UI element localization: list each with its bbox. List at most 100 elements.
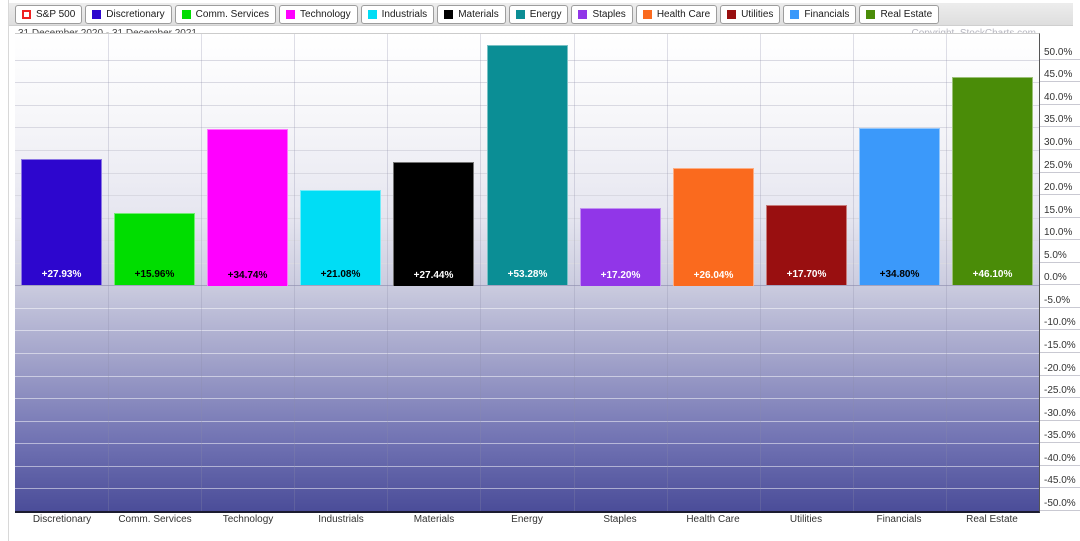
y-tick-label: 5.0% <box>1040 249 1080 263</box>
legend-item-technology[interactable]: Technology <box>279 4 358 24</box>
bar-financials[interactable]: +34.80% <box>859 128 940 285</box>
y-tick-label: 20.0% <box>1040 181 1080 195</box>
bar-technology[interactable]: +34.74% <box>207 129 288 286</box>
bar-utilities[interactable]: +17.70% <box>766 205 847 285</box>
x-tick-label-materials: Materials <box>413 514 455 525</box>
x-axis: Discretionary Comm. Services Technology Ind… <box>15 514 1039 528</box>
legend-item-label: Discretionary <box>106 8 165 20</box>
legend-item-materials[interactable]: Materials <box>437 4 506 24</box>
legend-bar: S&P 500 Discretionary Comm. Services Techno… <box>9 3 1073 26</box>
x-tick-label-staples: Staples <box>603 514 637 525</box>
sector-separator <box>574 34 575 511</box>
legend-item-label: Energy <box>529 8 562 20</box>
bar-value-label: +21.08% <box>320 269 361 280</box>
bar-value-label: +34.80% <box>879 269 920 280</box>
sector-separator <box>946 34 947 511</box>
discretionary-swatch-icon <box>92 9 102 19</box>
bar-energy[interactable]: +53.28% <box>487 45 568 285</box>
gridline <box>15 443 1039 444</box>
bar-discretionary[interactable]: +27.93% <box>21 159 102 285</box>
health-care-swatch-icon <box>642 9 652 19</box>
gridline <box>15 330 1039 331</box>
bar-staples[interactable]: +17.20% <box>580 208 661 286</box>
bar-health-care[interactable]: +26.04% <box>673 168 754 286</box>
y-tick-label: 15.0% <box>1040 204 1080 218</box>
gridline <box>15 376 1039 377</box>
legend-item-label: Financials <box>804 8 850 20</box>
legend-item-label: Utilities <box>741 8 774 20</box>
sector-separator <box>108 34 109 511</box>
legend-item-label: S&P 500 <box>36 8 76 20</box>
sector-separator <box>667 34 668 511</box>
y-tick-label: 30.0% <box>1040 136 1080 150</box>
y-tick-label: -10.0% <box>1040 316 1080 330</box>
y-tick-label: 25.0% <box>1040 159 1080 173</box>
bar-value-label: +27.44% <box>413 270 454 281</box>
legend-item-discretionary[interactable]: Discretionary <box>85 4 172 24</box>
energy-swatch-icon <box>515 9 525 19</box>
x-tick-label-technology: Technology <box>222 514 274 525</box>
x-tick-label-discretionary: Discretionary <box>32 514 92 525</box>
legend-item-energy[interactable]: Energy <box>508 4 569 24</box>
y-tick-label: 40.0% <box>1040 91 1080 105</box>
legend-item-label: Real Estate <box>880 8 933 20</box>
s-p-500-swatch-icon <box>22 9 31 19</box>
bar-value-label: +34.74% <box>227 270 268 281</box>
industrials-swatch-icon <box>367 9 377 19</box>
sector-separator <box>294 34 295 511</box>
y-axis: 50.0% 45.0% 40.0% 35.0% 30.0% 25.0% 20.0% 15.0%… <box>1040 33 1080 511</box>
bar-value-label: +17.20% <box>600 270 641 281</box>
y-tick-label: 35.0% <box>1040 113 1080 127</box>
y-tick-label: -20.0% <box>1040 362 1080 376</box>
bar-materials[interactable]: +27.44% <box>393 162 474 286</box>
utilities-swatch-icon <box>727 9 737 19</box>
gridline <box>15 466 1039 467</box>
sector-separator <box>853 34 854 511</box>
y-tick-label: -15.0% <box>1040 339 1080 353</box>
y-tick-label: 0.0% <box>1040 271 1080 285</box>
sector-separator <box>760 34 761 511</box>
comm-services-swatch-icon <box>181 9 191 19</box>
gridline <box>15 353 1039 354</box>
bar-comm-services[interactable]: +15.96% <box>114 213 195 285</box>
gridline <box>15 488 1039 489</box>
y-tick-label: -40.0% <box>1040 452 1080 466</box>
legend-item-real-estate[interactable]: Real Estate <box>859 4 940 24</box>
bar-value-label: +53.28% <box>507 269 548 280</box>
legend-item-label: Health Care <box>656 8 711 20</box>
technology-swatch-icon <box>286 9 296 19</box>
legend-item-comm-services[interactable]: Comm. Services <box>174 4 277 24</box>
legend-item-label: Technology <box>300 8 351 20</box>
x-tick-label-health-care: Health Care <box>686 514 740 525</box>
legend-item-s-p-500[interactable]: S&P 500 <box>15 4 83 24</box>
legend-item-label: Staples <box>592 8 626 20</box>
bar-value-label: +46.10% <box>972 269 1013 280</box>
bar-industrials[interactable]: +21.08% <box>300 190 381 285</box>
staples-swatch-icon <box>578 9 588 19</box>
legend-item-label: Materials <box>458 8 499 20</box>
y-tick-label: 45.0% <box>1040 68 1080 82</box>
plot-area: +27.93% +15.96% +34.74% +21.08% +27.44% +53.2… <box>15 33 1040 513</box>
x-tick-label-utilities: Utilities <box>789 514 823 525</box>
x-tick-label-energy: Energy <box>511 514 543 525</box>
legend-item-industrials[interactable]: Industrials <box>360 4 435 24</box>
gridline <box>15 398 1039 399</box>
sector-separator <box>387 34 388 511</box>
legend-item-utilities[interactable]: Utilities <box>720 4 781 24</box>
legend-item-financials[interactable]: Financials <box>783 4 857 24</box>
legend-item-health-care[interactable]: Health Care <box>635 4 718 24</box>
bar-value-label: +27.93% <box>41 269 82 280</box>
y-tick-label: -25.0% <box>1040 384 1080 398</box>
x-tick-label-comm-services: Comm. Services <box>118 514 192 525</box>
real-estate-swatch-icon <box>866 9 876 19</box>
perfchart-widget: S&P 500 Discretionary Comm. Services Techno… <box>8 0 1080 541</box>
y-tick-label: -35.0% <box>1040 429 1080 443</box>
gridline <box>15 308 1039 309</box>
bar-value-label: +17.70% <box>786 269 827 280</box>
bar-value-label: +15.96% <box>134 269 175 280</box>
sector-separator <box>480 34 481 511</box>
legend-item-staples[interactable]: Staples <box>571 4 633 24</box>
legend-item-label: Industrials <box>381 8 428 20</box>
x-tick-label-real-estate: Real Estate <box>966 514 1018 525</box>
bar-real-estate[interactable]: +46.10% <box>952 77 1033 285</box>
